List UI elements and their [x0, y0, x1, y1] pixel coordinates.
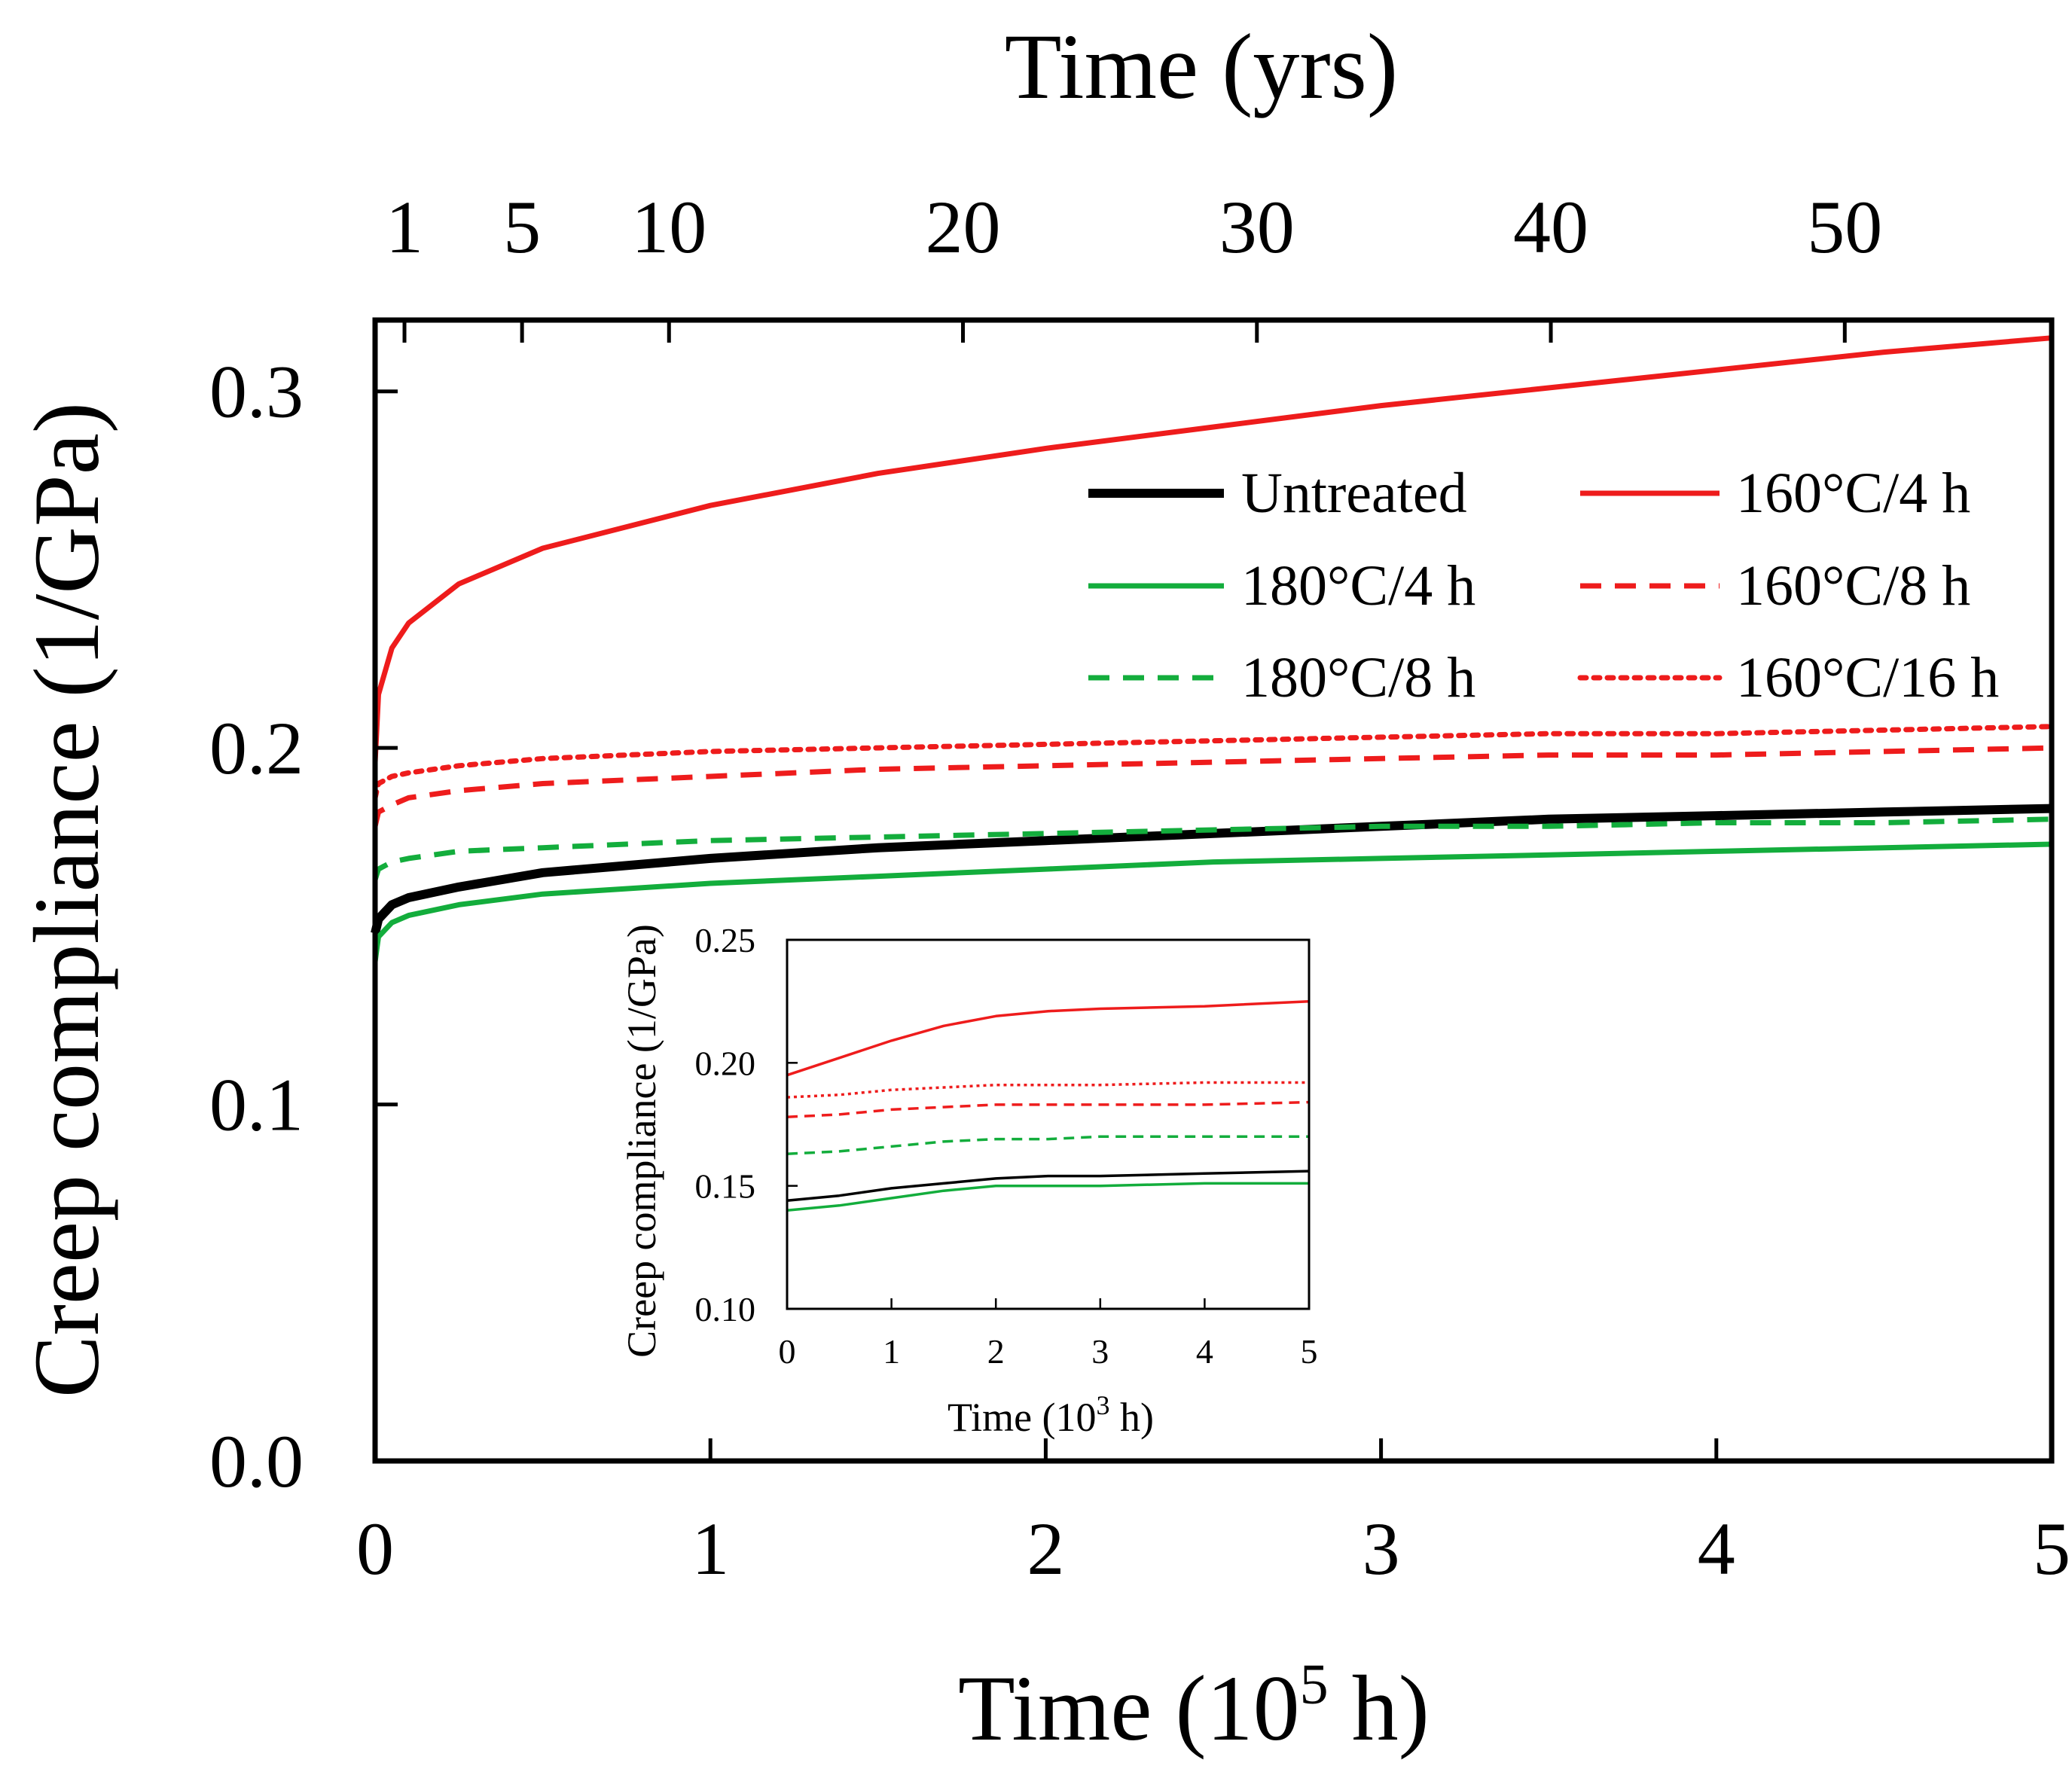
main-chart: 0 1 2 3 4 50.00.10.20.31 5 10 20 30 40 50 Time (yrs… [15, 15, 2070, 1760]
main-series-160c-4-h [372, 335, 2052, 763]
top-tick-label: 50 [1807, 185, 1882, 269]
y-tick-label: 0.2 [209, 706, 304, 790]
legend-label-180c-8-h: 180°C/8 h [1241, 646, 1475, 709]
main-series-160c-16-h [372, 724, 2055, 801]
inset-y-tick-label: 0.25 [695, 921, 756, 959]
x-tick-label: 5 [2033, 1507, 2070, 1590]
x-tick-label: 2 [1027, 1507, 1064, 1590]
legend-label-untreated: Untreated [1241, 462, 1467, 525]
inset-x-tick-label: 3 [1091, 1332, 1109, 1371]
x-tick-label: 1 [691, 1507, 729, 1590]
top-axis-label: Time (yrs) [1005, 15, 1398, 118]
inset-x-tick-label: 5 [1301, 1332, 1318, 1371]
inset-x-axis-label-main: Time (10 [948, 1395, 1097, 1440]
bottom-axis-label: Time (105 h) [958, 1653, 1430, 1760]
top-tick-label: 20 [926, 185, 1001, 269]
main-axes: 0 1 2 3 4 50.00.10.20.31 5 10 20 30 40 50 [209, 185, 2070, 1590]
inset-y-tick-label: 0.10 [695, 1290, 756, 1328]
inset-x-axis-label: Time (103 h) [948, 1390, 1154, 1440]
main-series-180c-4-h [372, 841, 2052, 962]
inset-x-tick-label: 0 [779, 1332, 796, 1371]
inset-x-axis-label-tail: h) [1110, 1395, 1154, 1440]
inset-background [787, 940, 1309, 1309]
inset-series-lines [786, 999, 1310, 1212]
main-series-lines [371, 335, 2055, 962]
legend-label-160c-4-h: 160°C/4 h [1736, 462, 1970, 525]
top-tick-label: 5 [503, 185, 541, 269]
inset-y-tick-label: 0.15 [695, 1167, 756, 1206]
inset-plot-frame [786, 938, 1311, 1310]
legend: Untreated 160°C/4 h 180°C/4 h 160°C/8 h 180°… [1088, 462, 1999, 709]
inset-series-untreated [786, 1170, 1310, 1203]
inset-axes: 0 1 2 3 4 5 0.10 0.15 0.20 0.25 [695, 921, 1318, 1371]
legend-label-160c-16-h: 160°C/16 h [1736, 646, 1999, 709]
x-tick-label: 4 [1698, 1507, 1735, 1590]
inset-x-axis-label-superscript: 3 [1097, 1390, 1110, 1420]
inset-x-tick-label: 2 [987, 1332, 1005, 1371]
main-series-untreated [371, 804, 2052, 935]
inset-chart: 0 1 2 3 4 50.100.150.200.25 Time (103 h) Cree… [619, 921, 1318, 1440]
inset-series-160c-8-h [786, 1100, 1310, 1118]
top-tick-label: 10 [631, 185, 706, 269]
y-tick-label: 0.3 [209, 350, 304, 434]
bottom-axis-label-tail: h) [1329, 1657, 1430, 1760]
y-tick-label: 0.0 [209, 1420, 304, 1503]
main-series-180c-8-h [372, 816, 2052, 881]
inset-series-160c-4-h [786, 999, 1310, 1077]
legend-label-180c-4-h: 180°C/4 h [1241, 554, 1475, 618]
x-tick-label: 0 [356, 1507, 394, 1590]
bottom-axis-label-superscript: 5 [1300, 1653, 1329, 1716]
inset-x-tick-label: 4 [1196, 1332, 1213, 1371]
top-tick-label: 40 [1513, 185, 1588, 269]
inset-series-160c-16-h [786, 1081, 1309, 1099]
inset-y-tick-label: 0.20 [695, 1044, 756, 1082]
bottom-axis-label-main: Time (10 [958, 1657, 1300, 1760]
inset-y-axis-label: Creep compliance (1/GPa) [619, 924, 664, 1358]
y-tick-label: 0.1 [209, 1063, 304, 1147]
inset-series-180c-4-h [786, 1182, 1309, 1212]
y-axis-label: Creep compliance (1/GPa) [15, 402, 118, 1398]
inset-x-tick-label: 1 [883, 1332, 900, 1371]
main-plot-frame [372, 317, 2055, 1464]
inset-series-180c-8-h [786, 1135, 1309, 1155]
main-series-160c-8-h [372, 745, 2052, 828]
legend-label-160c-8-h: 160°C/8 h [1736, 554, 1970, 618]
top-tick-label: 30 [1219, 185, 1295, 269]
x-tick-label: 3 [1363, 1507, 1400, 1590]
top-tick-label: 1 [386, 185, 423, 269]
